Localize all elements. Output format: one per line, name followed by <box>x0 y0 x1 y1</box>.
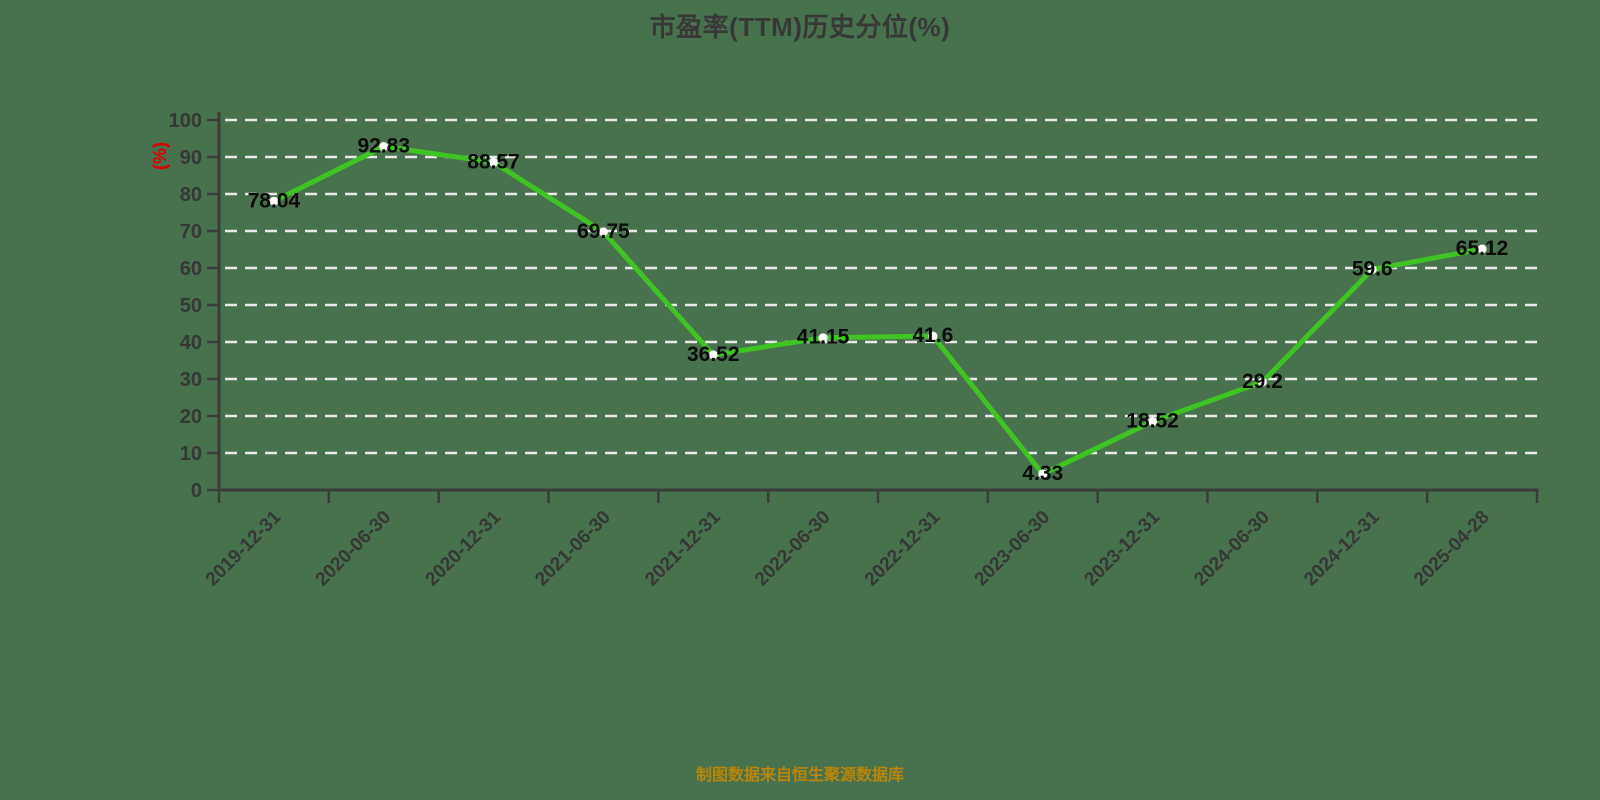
data-point-label: 18.52 <box>1126 409 1179 432</box>
series <box>271 144 1485 477</box>
y-tick-label: 30 <box>180 369 202 391</box>
x-tick-label: 2020-12-31 <box>422 506 506 590</box>
data-point <box>1477 244 1487 254</box>
chart-title: 市盈率(TTM)历史分位(%) <box>649 12 951 42</box>
x-tick-label: 2019-12-31 <box>202 506 286 590</box>
y-tick-label: 60 <box>180 258 202 280</box>
data-point <box>1148 416 1158 426</box>
x-axis-labels: 2019-12-31 2020-06-30 2020-12-31 2021-06-30… <box>202 506 1494 590</box>
data-points <box>269 142 1487 479</box>
data-point <box>818 333 828 343</box>
data-point-label: 78.04 <box>248 189 301 212</box>
data-point <box>1367 264 1377 274</box>
data-point <box>1257 377 1267 387</box>
y-axis-ticks <box>207 118 219 492</box>
data-point-label: 88.57 <box>467 150 520 173</box>
x-tick-label: 2021-12-31 <box>641 506 725 590</box>
x-tick-label: 2022-06-30 <box>751 507 835 591</box>
data-source-note: 制图数据来自恒生聚源数据库 <box>695 767 904 784</box>
data-labels: 78.04 92.83 88.57 69.75 36.52 41.15 41.6 4.33 18… <box>248 135 1509 485</box>
data-point-label: 65.12 <box>1456 237 1509 260</box>
x-tick-label: 2022-12-31 <box>861 506 945 590</box>
series-line <box>271 144 1485 477</box>
data-point-label: 36.52 <box>687 343 740 366</box>
data-point-label: 69.75 <box>577 220 630 243</box>
data-point-label: 4.33 <box>1022 462 1063 485</box>
y-tick-label: 20 <box>180 406 202 428</box>
x-tick-label: 2023-12-31 <box>1081 506 1165 590</box>
data-point-label: 29.2 <box>1242 370 1283 393</box>
data-point-label: 92.83 <box>357 135 410 158</box>
y-axis-labels: 0 10 20 30 40 50 60 70 80 90 100 <box>169 110 202 502</box>
data-point <box>489 157 499 167</box>
x-tick-label: 2024-12-31 <box>1300 506 1384 590</box>
y-tick-label: 100 <box>169 110 202 132</box>
y-tick-label: 10 <box>180 443 202 465</box>
y-tick-label: 90 <box>180 147 202 169</box>
data-point-label: 41.15 <box>797 326 850 349</box>
data-point <box>598 227 608 237</box>
x-tick-label: 2023-06-30 <box>971 507 1055 591</box>
data-point-label: 59.6 <box>1352 257 1393 280</box>
x-axis-ticks <box>217 490 1539 503</box>
y-tick-label: 0 <box>191 480 202 502</box>
data-point <box>708 350 718 360</box>
x-tick-label: 2025-04-28 <box>1410 507 1494 591</box>
y-tick-label: 70 <box>180 221 202 243</box>
data-point <box>269 196 279 206</box>
y-tick-label: 50 <box>180 295 202 317</box>
x-tick-label: 2020-06-30 <box>312 507 396 591</box>
data-point <box>379 142 389 152</box>
x-tick-label: 2021-06-30 <box>531 507 615 591</box>
x-tick-label: 2024-06-30 <box>1190 507 1274 591</box>
grid-lines <box>225 118 1537 455</box>
data-point-label: 41.6 <box>912 324 953 347</box>
data-point <box>1038 469 1048 479</box>
y-tick-label: 40 <box>180 332 202 354</box>
y-tick-label: 80 <box>180 184 202 206</box>
data-point <box>928 331 938 341</box>
